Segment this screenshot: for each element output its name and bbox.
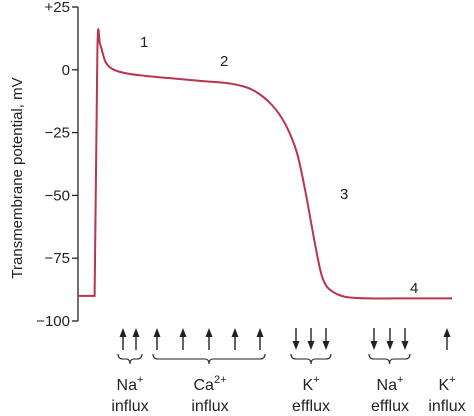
ion-direction: influx xyxy=(191,398,228,415)
phase-label-2: 2 xyxy=(220,53,228,70)
y-tick-label: −50 xyxy=(45,187,70,204)
up-arrow xyxy=(119,328,127,350)
ion-braces xyxy=(117,353,411,365)
ion-direction: influx xyxy=(111,398,148,415)
phase-label-3: 3 xyxy=(340,186,348,203)
down-arrow xyxy=(401,328,409,350)
ion-label: K+ influx xyxy=(428,374,465,415)
up-arrow xyxy=(231,328,239,350)
brace xyxy=(152,353,266,365)
y-tick-label: 0 xyxy=(62,62,70,79)
ion-name: K+ xyxy=(302,374,319,394)
y-axis-label: Transmembrane potential, mV xyxy=(9,77,26,278)
down-arrow xyxy=(322,328,330,350)
ion-label: Na+ efflux xyxy=(371,374,409,415)
phase-label-4: 4 xyxy=(410,280,418,297)
ion-direction: influx xyxy=(428,398,465,415)
up-arrow xyxy=(205,328,213,350)
y-tick-label: −100 xyxy=(36,313,70,330)
ion-arrows xyxy=(119,328,451,350)
ion-name: Na+ xyxy=(377,374,404,394)
up-arrow xyxy=(153,328,161,350)
ion-label: Na+ influx xyxy=(111,374,148,415)
ion-direction: efflux xyxy=(292,398,330,415)
y-tick-label: −75 xyxy=(45,250,70,267)
down-arrow xyxy=(370,328,378,350)
ion-labels: Na+ influx Ca2+ influx K+ efflux Na+ efflux K+ in… xyxy=(111,374,465,415)
action-potential-curve xyxy=(78,28,452,300)
up-arrow xyxy=(132,328,140,350)
up-arrow xyxy=(256,328,264,350)
phase-labels: 1 2 3 4 xyxy=(140,34,418,297)
down-arrow xyxy=(307,328,315,350)
ion-name: K+ xyxy=(438,374,455,394)
ion-label: Ca2+ influx xyxy=(191,374,228,415)
y-tick-label: +25 xyxy=(45,0,70,16)
down-arrow xyxy=(386,328,394,350)
up-arrow xyxy=(179,328,187,350)
brace xyxy=(290,353,332,365)
phase-label-1: 1 xyxy=(140,34,148,51)
brace xyxy=(368,353,411,365)
brace xyxy=(117,353,143,365)
ion-label: K+ efflux xyxy=(292,374,330,415)
up-arrow xyxy=(443,328,451,350)
ion-direction: efflux xyxy=(371,398,409,415)
y-tick-label: −25 xyxy=(45,125,70,142)
ion-name: Na+ xyxy=(117,374,144,394)
down-arrow xyxy=(292,328,300,350)
y-axis: +25 0 −25 −50 −75 −100 xyxy=(36,0,79,330)
ion-name: Ca2+ xyxy=(194,374,227,394)
